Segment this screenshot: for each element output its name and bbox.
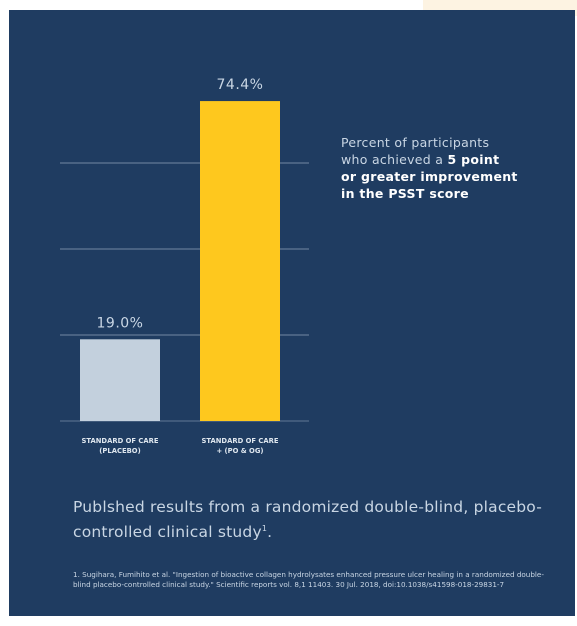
bar-1 bbox=[80, 339, 160, 421]
description-highlight-2: or greater improvement bbox=[341, 169, 518, 184]
description-line-2-prefix: who achieved a bbox=[341, 152, 448, 167]
published-end: . bbox=[267, 523, 273, 542]
published-text: Publshed results from a randomized doubl… bbox=[73, 498, 543, 542]
description-highlight-3: in the PSST score bbox=[341, 186, 469, 201]
chart-description: Percent of participants who achieved a 5… bbox=[341, 134, 551, 202]
data-label-1: 19.0% bbox=[97, 315, 144, 331]
description-line-1: Percent of participants bbox=[341, 135, 490, 150]
description-highlight-1: 5 point bbox=[447, 152, 500, 167]
data-label-2: 74.4% bbox=[217, 77, 264, 93]
category-label-2-line-1: STANDARD OF CARE bbox=[201, 437, 278, 445]
published-statement: Publshed results from a randomized doubl… bbox=[73, 496, 543, 543]
footnote-mark: 1 bbox=[261, 524, 268, 533]
category-label-2-line-2: + (PO & OG) bbox=[216, 447, 263, 455]
citation: 1. Sugihara, Fumihito et al. "Ingestion … bbox=[73, 570, 544, 589]
bar-chart: 19.0% STANDARD OF CARE (PLACEBO) 74.4% STAND… bbox=[60, 77, 309, 455]
bar-2 bbox=[200, 101, 280, 421]
category-label-1-line-1: STANDARD OF CARE bbox=[81, 437, 158, 445]
category-label-1-line-2: (PLACEBO) bbox=[99, 447, 140, 455]
infographic-panel: 19.0% STANDARD OF CARE (PLACEBO) 74.4% STAND… bbox=[9, 10, 575, 616]
